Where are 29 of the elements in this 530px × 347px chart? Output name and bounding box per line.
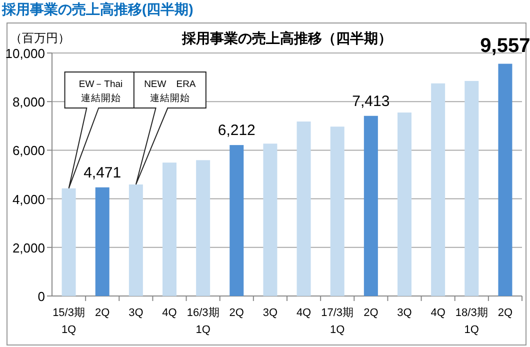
x-tick-label: 2Q — [498, 307, 513, 319]
x-tick-label: 4Q — [430, 307, 446, 319]
x-tick-label: 15/3期 1Q — [52, 307, 85, 336]
y-tick-label: 6,000 — [12, 143, 45, 158]
annotation: NEW ERA 連結開始 — [144, 79, 196, 104]
x-tick-label: 2Q — [364, 307, 379, 319]
y-tick-label: 0 — [38, 289, 45, 304]
chart-title: 採用事業の売上高推移(四半期) — [1, 1, 194, 17]
x-tick-label: 18/3期 1Q — [455, 307, 488, 336]
y-tick-label: 10,000 — [5, 46, 45, 61]
data-label: 7,413 — [352, 92, 390, 110]
x-tick-label: 3Q — [397, 307, 412, 319]
chart-subtitle: 採用事業の売上高推移（四半期） — [181, 30, 392, 46]
y-axis-title: （百万円） — [10, 31, 70, 45]
x-tick-label: 17/3期 1Q — [321, 307, 354, 336]
x-tick-label: 16/3期 1Q — [186, 307, 220, 336]
x-tick-label: 4Q — [162, 307, 178, 319]
data-label: 9,557 — [480, 34, 530, 57]
x-tick-label: 3Q — [128, 307, 144, 319]
y-tick-label: 2,000 — [12, 240, 45, 256]
data-label: 4,471 — [84, 164, 122, 182]
x-tick-label: 3Q — [262, 307, 278, 319]
x-tick-label: 2Q — [95, 307, 110, 319]
x-tick-label: 2Q — [229, 307, 244, 319]
x-tick-label: 4Q — [296, 307, 312, 319]
data-label: 6,212 — [218, 122, 256, 140]
y-tick-label: 4,000 — [12, 192, 45, 207]
y-tick-label: 8,000 — [12, 94, 45, 110]
annotation: EW－Thai 連結開始 — [78, 79, 123, 104]
